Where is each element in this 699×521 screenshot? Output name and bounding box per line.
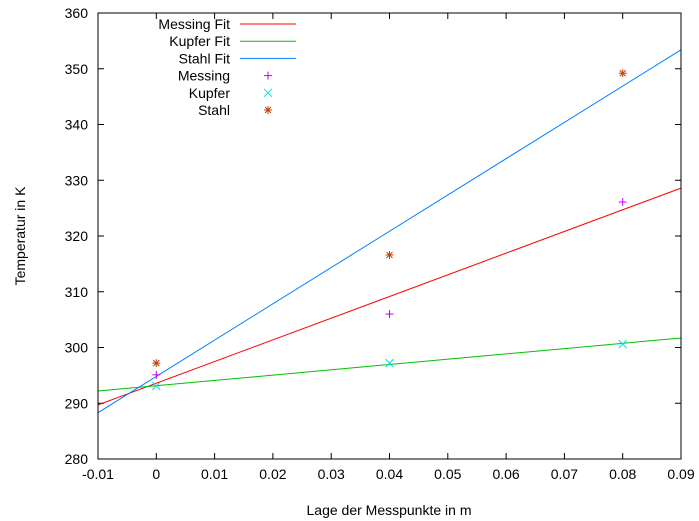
y-tick-label: 320 (65, 228, 89, 244)
legend-swatch-marker-stroke-d2 (264, 106, 272, 114)
y-tick-label: 330 (65, 172, 89, 188)
x-tick-label: 0.01 (201, 466, 228, 482)
data-point-kupfer-stroke-d2 (151, 381, 161, 391)
x-tick-label: 0.09 (667, 466, 694, 482)
data-point-kupfer (385, 358, 394, 368)
y-tick-label: 310 (65, 284, 89, 300)
legend-label: Messing (178, 68, 230, 84)
legend-label: Kupfer (189, 85, 231, 101)
plot-frame (97, 12, 682, 460)
legend-swatch-marker-stroke-d2 (263, 88, 273, 98)
data-point-stahl-stroke-d2 (619, 69, 627, 77)
series-line-kupfer-fit (97, 337, 682, 392)
data-point-kupfer (618, 339, 628, 349)
data-point-stahl-stroke-d2 (386, 251, 393, 259)
y-tick-label: 280 (65, 451, 89, 467)
legend-label: Messing Fit (158, 16, 230, 32)
x-tick-label: 0.07 (551, 466, 578, 482)
y-axis-label: Temperatur in K (12, 186, 28, 285)
legend-swatch-marker (264, 71, 272, 80)
data-point-kupfer-stroke-d2 (618, 339, 628, 349)
data-point-stahl (152, 359, 161, 368)
data-point-stahl (618, 69, 627, 78)
x-tick-label: 0 (152, 466, 160, 482)
y-tick-label: 360 (65, 5, 89, 21)
series-line-stahl-fit (97, 49, 682, 414)
data-point-messing (618, 197, 627, 206)
x-tick-label: 0.03 (318, 466, 345, 482)
legend-label: Kupfer Fit (169, 33, 230, 49)
x-tick-label: 0.04 (376, 466, 403, 482)
data-point-kupfer-stroke-d2 (385, 358, 394, 368)
legend-swatch-marker (264, 106, 272, 114)
data-point-messing (152, 370, 161, 379)
x-tick-label: 0.08 (609, 466, 636, 482)
series-line-messing-fit (97, 187, 682, 406)
legend-label: Stahl Fit (179, 50, 230, 66)
x-axis-label: Lage der Messpunkte in m (307, 502, 472, 518)
y-tick-label: 350 (65, 61, 89, 77)
y-tick-label: 290 (65, 395, 89, 411)
x-tick-label: 0.06 (492, 466, 519, 482)
data-point-stahl-stroke-d2 (152, 359, 160, 367)
legend-swatch-marker (263, 88, 273, 98)
data-point-kupfer (151, 381, 161, 391)
y-tick-label: 300 (65, 340, 89, 356)
data-point-stahl (385, 250, 394, 259)
x-tick-label: 0.05 (434, 466, 461, 482)
legend-label: Stahl (198, 102, 230, 118)
y-tick-label: 340 (65, 117, 89, 133)
x-tick-label: -0.01 (82, 466, 114, 482)
x-tick-label: 0.02 (259, 466, 286, 482)
data-point-messing (385, 310, 394, 319)
